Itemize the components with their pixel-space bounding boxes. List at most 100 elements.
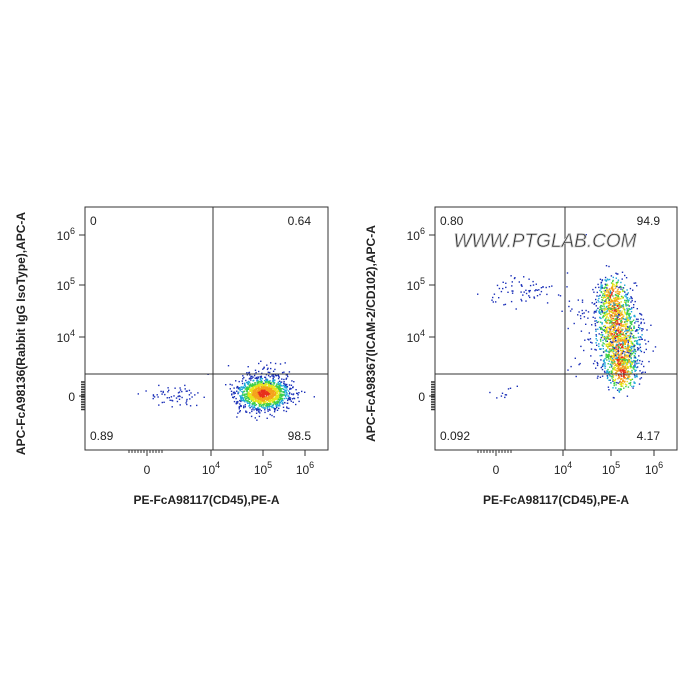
- event-dot: [246, 391, 248, 393]
- event-dot: [262, 400, 264, 402]
- event-dot: [600, 301, 602, 304]
- event-dot: [625, 369, 627, 372]
- event-dot: [605, 331, 607, 333]
- event-dot: [265, 404, 268, 406]
- event-dot: [260, 385, 262, 388]
- event-dot: [234, 392, 236, 394]
- event-dot: [632, 289, 634, 291]
- event-dot: [626, 359, 628, 361]
- event-dot: [623, 374, 625, 376]
- event-dot: [605, 350, 608, 352]
- event-dot: [630, 316, 632, 318]
- event-dot: [612, 276, 614, 279]
- event-dot: [273, 400, 276, 402]
- event-dot: [273, 381, 276, 384]
- event-dot: [620, 382, 623, 384]
- x-tick-label: 106: [645, 460, 663, 477]
- event-dot: [239, 403, 241, 405]
- event-dot: [625, 339, 628, 342]
- event-dot: [612, 336, 615, 338]
- event-dot: [639, 336, 641, 338]
- event-dot: [280, 382, 282, 384]
- event-dot: [621, 352, 624, 355]
- event-dot: [270, 386, 273, 388]
- event-dot: [637, 329, 639, 331]
- event-dot: [612, 376, 615, 379]
- event-dot: [557, 294, 560, 296]
- event-dot: [636, 285, 638, 287]
- event-dot: [618, 335, 620, 337]
- event-dot: [288, 397, 291, 399]
- event-dot: [282, 406, 285, 408]
- event-dot: [625, 384, 628, 386]
- event-dot: [620, 354, 623, 356]
- event-dot: [613, 331, 615, 334]
- event-dot: [511, 292, 514, 294]
- event-dot: [245, 399, 247, 402]
- event-dot: [622, 317, 624, 320]
- event-dot: [611, 373, 614, 376]
- event-dot: [594, 323, 596, 325]
- event-dot: [635, 337, 637, 339]
- event-dot: [630, 349, 633, 351]
- event-dot: [629, 362, 631, 364]
- event-dot: [588, 332, 590, 334]
- event-dot: [612, 312, 615, 314]
- event-dot: [620, 360, 622, 363]
- event-dot: [298, 392, 300, 394]
- event-dot: [616, 282, 618, 284]
- event-dot: [600, 336, 603, 339]
- event-dot: [603, 335, 606, 338]
- event-dot: [634, 360, 636, 362]
- event-dot: [271, 380, 274, 382]
- event-dot: [603, 304, 605, 306]
- event-dot: [612, 380, 614, 382]
- event-dot: [265, 388, 268, 390]
- event-dot: [608, 294, 611, 297]
- event-dot: [285, 387, 287, 389]
- event-dot: [633, 344, 635, 347]
- event-dot: [622, 360, 624, 363]
- event-dot: [578, 311, 580, 313]
- event-dot: [609, 291, 612, 293]
- event-dot: [614, 332, 617, 334]
- event-dot: [626, 330, 628, 332]
- event-dot: [616, 360, 619, 362]
- event-dot: [618, 355, 620, 357]
- event-dot: [625, 299, 628, 302]
- event-dot: [253, 398, 256, 400]
- event-dot: [249, 377, 251, 379]
- event-dot: [613, 309, 616, 311]
- event-dot: [270, 396, 273, 399]
- event-dot: [611, 371, 613, 373]
- event-dot: [246, 401, 248, 403]
- event-dot: [616, 365, 618, 367]
- event-dot: [288, 371, 291, 373]
- event-dot: [626, 294, 628, 296]
- event-dot: [282, 397, 284, 400]
- event-dot: [249, 404, 251, 407]
- event-dot: [277, 394, 280, 396]
- event-dot: [186, 390, 188, 392]
- event-dot: [607, 350, 609, 353]
- event-dot: [278, 407, 280, 410]
- event-dot: [609, 338, 611, 340]
- event-dot: [626, 371, 629, 374]
- event-dot: [632, 319, 635, 321]
- event-dot: [268, 391, 271, 393]
- event-dot: [267, 394, 270, 396]
- event-dot: [237, 392, 239, 395]
- event-dot: [284, 401, 286, 404]
- event-dot: [612, 279, 614, 282]
- event-dot: [257, 377, 259, 379]
- event-dot: [496, 284, 499, 287]
- event-dot: [265, 378, 267, 380]
- event-dot: [623, 338, 625, 340]
- event-dot: [561, 310, 563, 312]
- tick-base: 10: [407, 331, 421, 345]
- event-dot: [178, 395, 180, 397]
- event-dot: [585, 323, 587, 325]
- event-dot: [254, 398, 257, 400]
- event-dot: [606, 283, 608, 286]
- event-dot: [628, 351, 630, 353]
